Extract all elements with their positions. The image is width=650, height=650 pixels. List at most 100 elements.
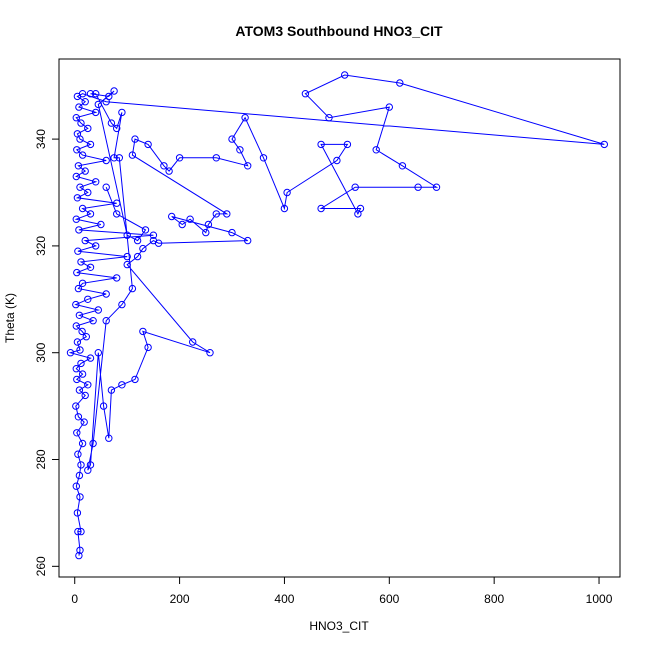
data-point (113, 199, 121, 207)
data-point (73, 338, 82, 346)
x-tick-label: 1000 (586, 592, 613, 606)
data-point (97, 220, 105, 229)
data-point (118, 108, 126, 117)
data-point (131, 135, 139, 143)
data-point (72, 114, 81, 122)
data-point (84, 295, 92, 303)
data-point (144, 343, 152, 352)
x-tick-label: 200 (170, 592, 190, 606)
data-point (73, 429, 81, 437)
data-point (81, 391, 89, 400)
data-point (343, 140, 352, 149)
data-point (84, 381, 92, 389)
data-point (236, 146, 244, 154)
data-point (139, 244, 147, 253)
data-point (354, 210, 362, 218)
data-point (149, 231, 158, 239)
data-point (72, 365, 81, 373)
data-point (84, 188, 92, 197)
data-point (168, 212, 176, 221)
data-point (144, 140, 152, 149)
data-point (74, 162, 83, 170)
data-point (341, 71, 349, 79)
data-point (86, 140, 95, 149)
data-point (283, 188, 291, 197)
data-point (86, 354, 95, 362)
data-point (77, 527, 85, 536)
data-point (77, 119, 85, 127)
data-point (72, 215, 81, 223)
data-point (76, 183, 84, 191)
data-point (75, 551, 83, 560)
data-point (110, 87, 118, 95)
data-point (139, 327, 147, 336)
data-point (72, 402, 80, 410)
data-point (204, 220, 213, 229)
data-point (186, 215, 194, 223)
data-point (301, 90, 310, 98)
data-point (118, 300, 126, 309)
data-point (105, 92, 113, 101)
data-point (133, 236, 142, 245)
data-point (74, 247, 82, 255)
data-point (432, 183, 441, 191)
data-point (92, 242, 100, 250)
data-point (206, 349, 214, 357)
data-point (202, 228, 210, 237)
data-point (73, 509, 82, 517)
data-point (94, 306, 103, 314)
data-point (165, 167, 173, 175)
data-point (325, 114, 333, 122)
data-point (113, 274, 121, 282)
data-point (128, 151, 137, 159)
data-point (66, 349, 75, 357)
data-point (333, 156, 341, 165)
x-tick-label: 800 (484, 592, 504, 606)
data-point (74, 450, 82, 458)
data-point (102, 317, 110, 325)
data-point (78, 439, 87, 448)
data-point (123, 252, 131, 261)
data-point (110, 154, 118, 162)
data-point (133, 252, 142, 261)
data-point (396, 79, 404, 87)
data-point (78, 327, 86, 336)
data-point (86, 263, 95, 271)
data-point (178, 220, 186, 229)
data-point (78, 151, 87, 159)
data-point (92, 90, 100, 98)
x-axis: 0 200 400 600 800 1000 (71, 576, 613, 606)
data-point (141, 226, 150, 234)
data-point (76, 346, 84, 354)
data-point (317, 140, 325, 149)
data-point (72, 322, 81, 330)
data-point (73, 146, 81, 154)
y-axis-label: Theta (K) (3, 293, 17, 343)
data-point (223, 210, 231, 218)
data-point (81, 236, 89, 245)
series-line (68, 74, 605, 556)
data-point (102, 183, 110, 191)
data-point (86, 210, 95, 218)
data-point (113, 210, 121, 218)
data-point (72, 300, 80, 309)
data-point (77, 461, 85, 469)
data-point (414, 183, 422, 191)
data-point (241, 114, 249, 122)
data-point (123, 231, 131, 239)
data-point (78, 90, 87, 98)
data-point (149, 236, 158, 245)
plot-frame (58, 58, 621, 578)
data-point (82, 333, 91, 341)
data-point (86, 90, 95, 98)
data-point (78, 279, 87, 287)
data-point (73, 130, 82, 138)
y-tick-label: 340 (34, 129, 48, 149)
data-point (99, 402, 108, 410)
data-point (75, 386, 84, 394)
data-point (102, 156, 110, 165)
data-point (175, 154, 184, 162)
data-point (73, 268, 81, 277)
data-point (80, 418, 88, 426)
